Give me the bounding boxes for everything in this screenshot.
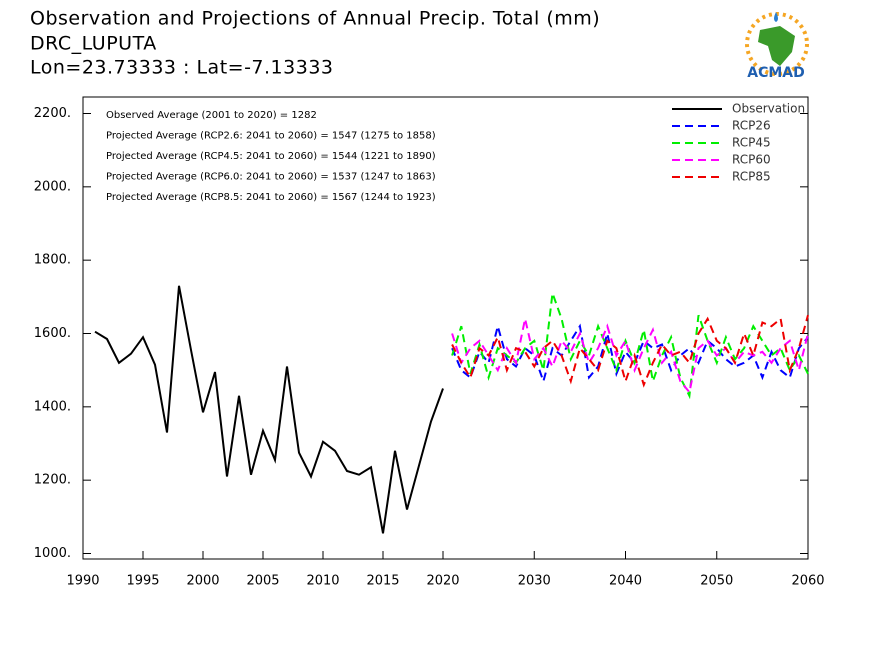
plot-frame [82, 96, 809, 560]
location: Lon=23.73333 : Lat=-7.13333 [30, 57, 334, 79]
logo-text: ACMAD [747, 65, 805, 81]
annotation: Projected Average (RCP2.6: 2041 to 2060)… [106, 131, 436, 142]
annotation: Observed Average (2001 to 2020) = 1282 [106, 110, 317, 121]
x-tick-label: 2005 [246, 574, 279, 589]
y-tick-label: 2000. [34, 179, 71, 194]
y-tick-label: 1000. [34, 546, 71, 561]
series-line [451, 318, 809, 395]
x-tick-label: 2015 [366, 574, 399, 589]
annotation: Projected Average (RCP4.5: 2041 to 2060)… [106, 151, 436, 162]
y-tick-label: 1200. [34, 473, 71, 488]
x-tick-label: 2060 [791, 574, 824, 589]
logo: ACMAD [745, 12, 809, 81]
legend-label: RCP60 [732, 153, 771, 167]
x-tick-label: 2010 [306, 574, 339, 589]
logo-drop [774, 12, 778, 22]
legend-label: RCP26 [732, 119, 771, 133]
x-tick-label: 2020 [426, 574, 459, 589]
x-tick-label: 1990 [66, 574, 99, 589]
y-tick-label: 1800. [34, 253, 71, 268]
logo-map [758, 26, 795, 66]
x-tick-label: 2040 [609, 574, 642, 589]
series-line [94, 285, 444, 534]
chart-subtitle: DRC_LUPUTA [30, 33, 157, 55]
annotation: Projected Average (RCP8.5: 2041 to 2060)… [106, 192, 436, 203]
annotation: Projected Average (RCP6.0: 2041 to 2060)… [106, 172, 436, 183]
x-tick-label: 2030 [518, 574, 551, 589]
x-tick-label: 1995 [126, 574, 159, 589]
y-tick-label: 1400. [34, 399, 71, 414]
logo-rays [745, 12, 809, 76]
legend-label: Observation [732, 102, 805, 116]
y-tick-label: 1600. [34, 326, 71, 341]
legend-label: RCP45 [732, 136, 771, 150]
x-tick-label: 2050 [700, 574, 733, 589]
chart-title: Observation and Projections of Annual Pr… [30, 8, 600, 30]
series-line [451, 292, 809, 400]
y-tick-label: 2200. [34, 106, 71, 121]
legend-label: RCP85 [732, 170, 771, 184]
series-line [451, 314, 809, 388]
x-tick-label: 2000 [186, 574, 219, 589]
